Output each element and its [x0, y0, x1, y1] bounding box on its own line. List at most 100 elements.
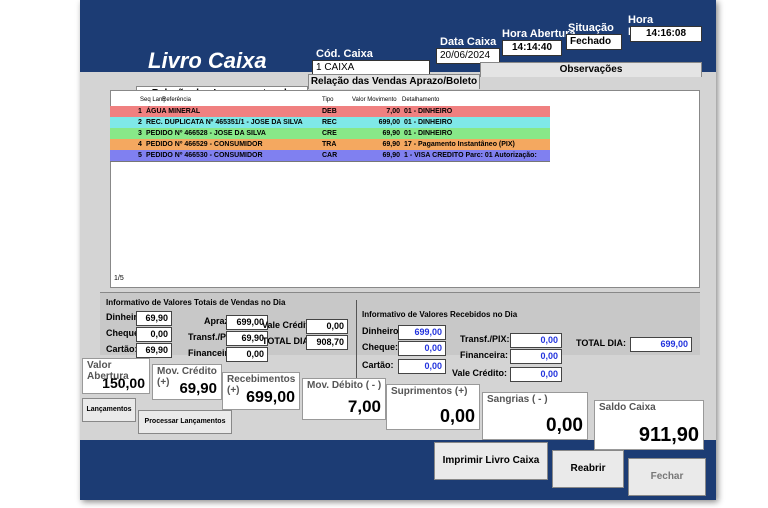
field-label: Dinheiro: — [362, 326, 402, 336]
cell: 3 — [138, 130, 142, 137]
field-value: 699,00 — [398, 325, 446, 340]
field-label: Transf./PIX: — [188, 332, 238, 342]
summary-value: 150,00 — [102, 375, 145, 391]
close-button[interactable]: Fechar — [628, 458, 706, 496]
reopen-button[interactable]: Reabrir — [552, 450, 624, 488]
summary-box: Valor Abertura 150,00 — [82, 358, 150, 394]
summary-value: 0,00 — [546, 415, 583, 436]
label: Situação — [568, 22, 614, 34]
header: Livro Caixa Cód. Caixa 1 CAIXA Data Caix… — [80, 0, 716, 76]
field-value: 69,90 — [136, 311, 172, 326]
time-field: 14:16:08 — [630, 26, 702, 42]
field-label: TOTAL DIA: — [262, 336, 312, 346]
summary-box: Sangrias ( - ) 0,00 — [482, 392, 588, 440]
cell: 17 - Pagamento Instantâneo (PIX) — [404, 141, 515, 148]
record-counter: 1/5 — [114, 275, 124, 282]
cell: PEDIDO Nº 466530 - CONSUMIDOR — [146, 152, 263, 159]
field-label: Cartão: — [362, 360, 394, 370]
summary-value: 699,00 — [246, 389, 295, 406]
cell: 69,90 — [382, 152, 400, 159]
field-label: Vale Crédito: — [452, 368, 508, 378]
field-value: 0,00 — [510, 367, 562, 382]
cell: 69,90 — [382, 141, 400, 148]
column-header: Referência — [162, 97, 192, 103]
cell: 7,00 — [386, 108, 400, 115]
cell: 2 — [138, 119, 142, 126]
summary-value: 7,00 — [347, 397, 381, 416]
summary-value: 911,90 — [638, 424, 699, 446]
side-button[interactable]: Processar Lançamentos — [138, 410, 232, 434]
field-label: Vale Crédito: — [262, 320, 318, 330]
field-label: Financeira: — [460, 350, 509, 360]
summary-label: Suprimentos (+) — [391, 386, 468, 397]
cell: 1 - VISA CREDITO Parc: 01 Autorização: — [404, 152, 537, 159]
divider — [356, 300, 357, 380]
cell: CRE — [322, 130, 337, 137]
summary-value: 0,00 — [439, 406, 475, 426]
field-label: Cartão: — [106, 344, 138, 354]
summary-label: Sangrias ( - ) — [487, 394, 548, 405]
cell: 01 - DINHEIRO — [404, 119, 453, 126]
cell: 69,90 — [382, 130, 400, 137]
tab[interactable]: Relação das Vendas Aprazo/Boleto — [308, 74, 480, 89]
label: Data Caixa — [440, 36, 497, 48]
field-value: 0,00 — [306, 319, 348, 334]
field-label: Dinheiro: — [106, 312, 146, 322]
summary-label: Valor Abertura — [87, 360, 129, 382]
field-value: 0,00 — [398, 341, 446, 356]
cell: TRA — [322, 141, 337, 148]
select[interactable]: Fechado — [566, 34, 622, 50]
summary-label: Mov. Débito ( - ) — [307, 380, 382, 391]
field-value: 69,90 — [136, 343, 172, 358]
field-value: 699,00 — [226, 315, 268, 330]
table-row: 5 PEDIDO Nº 466530 - CONSUMIDOR CAR 69,90 1 … — [110, 150, 550, 162]
tab[interactable]: Observações — [480, 62, 702, 77]
field-label: Cheque: — [362, 342, 398, 352]
panel-title: Informativo de Valores Totais de Vendas … — [106, 298, 286, 307]
cell: 1 — [138, 108, 142, 115]
cell: 01 - DINHEIRO — [404, 108, 453, 115]
side-button[interactable]: Lançamentos — [82, 398, 136, 422]
summary-box: Saldo Caixa 911,90 — [594, 400, 704, 450]
field-label: Cheque: — [106, 328, 142, 338]
cell: ÁGUA MINERAL — [146, 108, 201, 115]
cell: DEB — [322, 108, 337, 115]
field-label: Transf./PIX: — [460, 334, 510, 344]
field-value: 0,00 — [136, 327, 172, 342]
print-button[interactable]: Imprimir Livro Caixa — [434, 442, 548, 480]
cell: PEDIDO Nº 466528 - JOSE DA SILVA — [146, 130, 266, 137]
field-label: TOTAL DIA: — [576, 338, 626, 348]
summary-box: Recebimentos (+) 699,00 — [222, 372, 300, 410]
title: Livro Caixa — [148, 48, 267, 73]
cell: PEDIDO Nº 466529 - CONSUMIDOR — [146, 141, 263, 148]
field-value: 0,00 — [510, 333, 562, 348]
label: Cód. Caixa — [316, 48, 373, 60]
window: Livro Caixa Cód. Caixa 1 CAIXA Data Caix… — [80, 0, 716, 500]
field-value: 69,90 — [226, 331, 268, 346]
summary-box: Mov. Débito ( - ) 7,00 — [302, 378, 386, 420]
summary-label: Saldo Caixa — [599, 402, 656, 413]
field-value: 0,00 — [510, 349, 562, 364]
time-field: 14:14:40 — [502, 40, 562, 56]
label: Hora Abertura — [502, 28, 576, 40]
cell: 5 — [138, 152, 142, 159]
cell: REC — [322, 119, 337, 126]
cell: REC. DUPLICATA Nº 465351/1 - JOSE DA SIL… — [146, 119, 303, 126]
cell: CAR — [322, 152, 338, 159]
field-value: 699,00 — [630, 337, 692, 352]
field-value: 0,00 — [226, 347, 268, 362]
column-header: Tipo — [322, 97, 334, 103]
field-value: 908,70 — [306, 335, 348, 350]
date-field[interactable]: 20/06/2024 — [436, 48, 500, 64]
summary-box: Suprimentos (+) 0,00 — [386, 384, 480, 430]
summary-label: Mov. Crédito (+) — [157, 366, 217, 388]
column-header: Detalhamento — [402, 97, 440, 103]
cell: 01 - DINHEIRO — [404, 130, 453, 137]
summary-value: 69,90 — [179, 380, 217, 397]
cell: 699,00 — [378, 119, 400, 126]
summary-label: Recebimentos (+) — [227, 374, 296, 396]
field-value: 0,00 — [398, 359, 446, 374]
panel-title: Informativo de Valores Recebidos no Dia — [362, 310, 518, 319]
summary-box: Mov. Crédito (+) 69,90 — [152, 364, 222, 400]
